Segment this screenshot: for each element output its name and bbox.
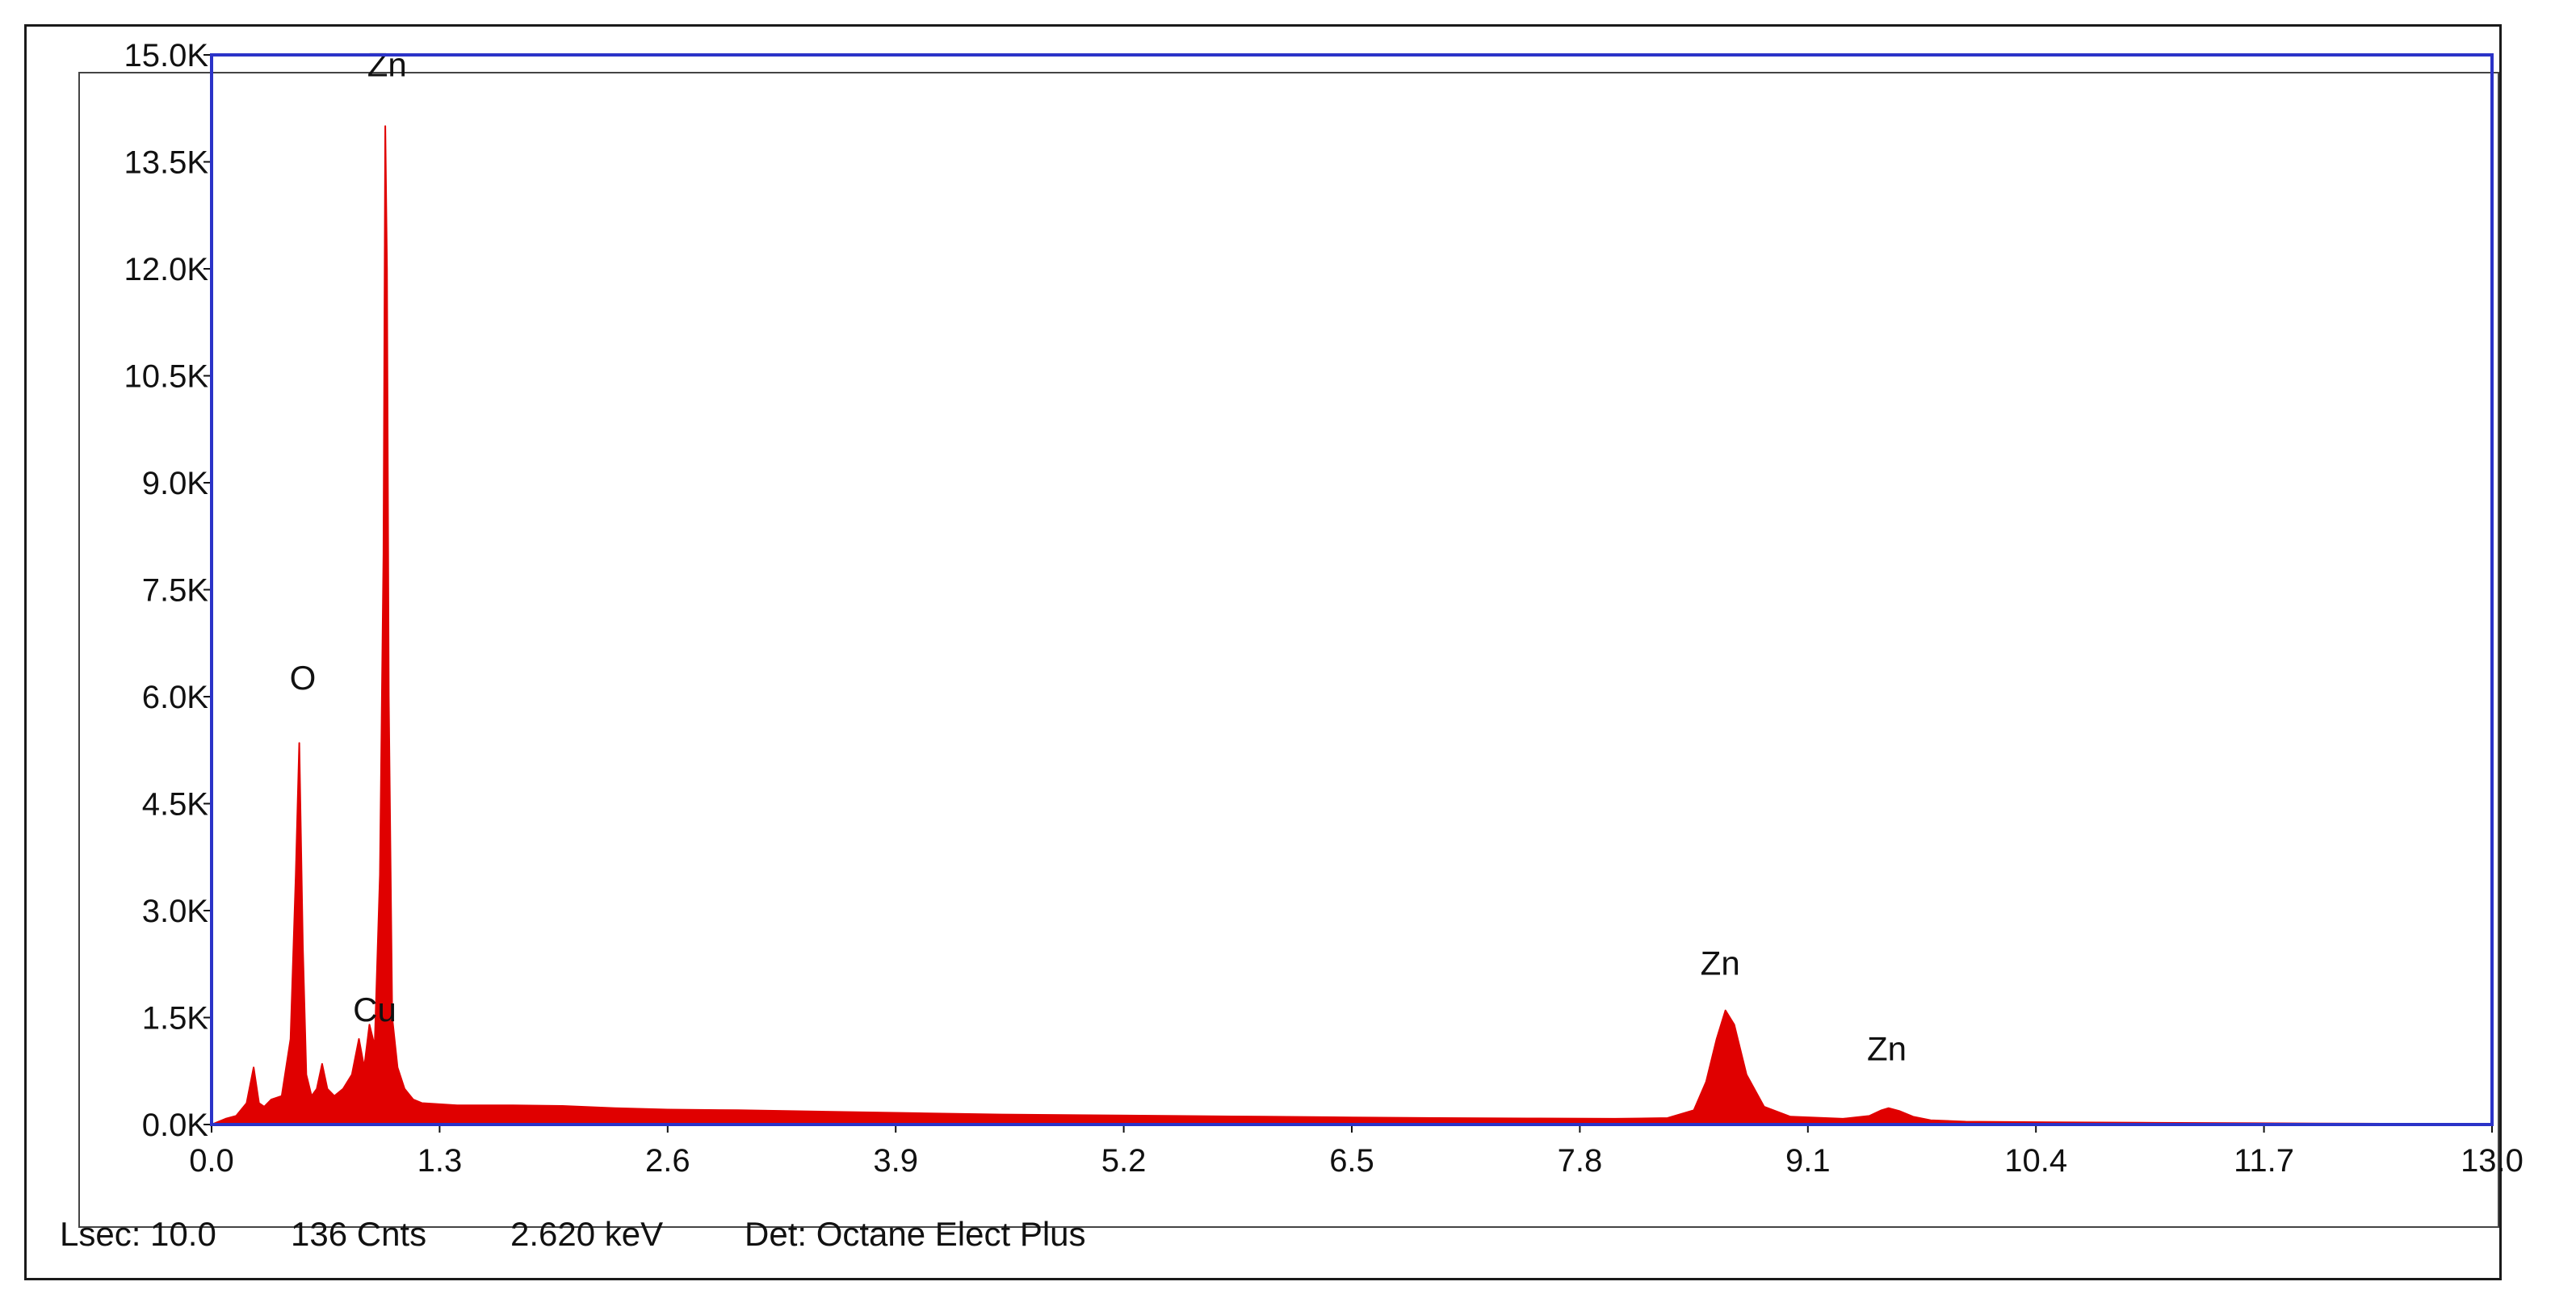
x-tick-label: 3.9 xyxy=(873,1143,918,1179)
x-tick-label: 1.3 xyxy=(417,1143,463,1179)
live-seconds-readout: Lsec: 10.0 xyxy=(60,1215,216,1253)
x-axis-ticks: 0.0 1.3 2.6 3.9 5.2 6.5 7.8 9.1 10.4 11.7 13.0 xyxy=(189,1125,2524,1179)
peak-labels: Zn O Cu Zn Zn xyxy=(290,46,1907,1068)
x-tick-label: 6.5 xyxy=(1329,1143,1374,1179)
y-tick-label: 3.0K xyxy=(142,894,209,929)
y-tick-label: 15.0K xyxy=(124,38,208,73)
x-tick-label: 0.0 xyxy=(189,1143,234,1179)
x-tick-label: 7.8 xyxy=(1558,1143,1603,1179)
y-tick-label: 0.0K xyxy=(142,1108,209,1143)
energy-readout: 2.620 keV xyxy=(510,1215,664,1253)
y-tick-label: 7.5K xyxy=(142,573,209,609)
y-tick-label: 4.5K xyxy=(142,787,209,823)
y-tick-label: 13.5K xyxy=(124,145,208,181)
counts-readout: 136 Cnts xyxy=(291,1215,427,1253)
plot-area-border xyxy=(210,53,2494,1126)
peak-label: Zn xyxy=(1701,945,1740,982)
y-tick-label: 12.0K xyxy=(124,252,208,287)
y-tick-label: 1.5K xyxy=(142,1001,209,1037)
x-tick-label: 5.2 xyxy=(1101,1143,1147,1179)
spectrum-series xyxy=(211,125,2493,1125)
detector-readout: Det: Octane Elect Plus xyxy=(745,1215,1086,1253)
y-tick-label: 10.5K xyxy=(124,359,208,395)
spectrum-panel xyxy=(78,72,2499,1228)
x-tick-label: 2.6 xyxy=(645,1143,690,1179)
spectrum-window-frame xyxy=(24,24,2502,1280)
x-tick-label: 9.1 xyxy=(1785,1143,1831,1179)
peak-label: Zn xyxy=(367,46,407,84)
peak-label: Zn xyxy=(1867,1030,1907,1068)
x-tick-label: 11.7 xyxy=(2234,1143,2294,1179)
spectrum-area-0 xyxy=(211,125,2493,1125)
y-tick-label: 9.0K xyxy=(142,466,209,501)
peak-label: Cu xyxy=(353,991,396,1028)
peak-label: O xyxy=(290,659,317,697)
x-tick-label: 10.4 xyxy=(2004,1143,2067,1179)
x-tick-label: 13.0 xyxy=(2461,1143,2524,1179)
y-tick-label: 6.0K xyxy=(142,680,209,715)
y-axis-ticks: 0.0K 1.5K 3.0K 4.5K 6.0K 7.5K 9.0K 10.5K 12.0K 13… xyxy=(124,38,212,1143)
